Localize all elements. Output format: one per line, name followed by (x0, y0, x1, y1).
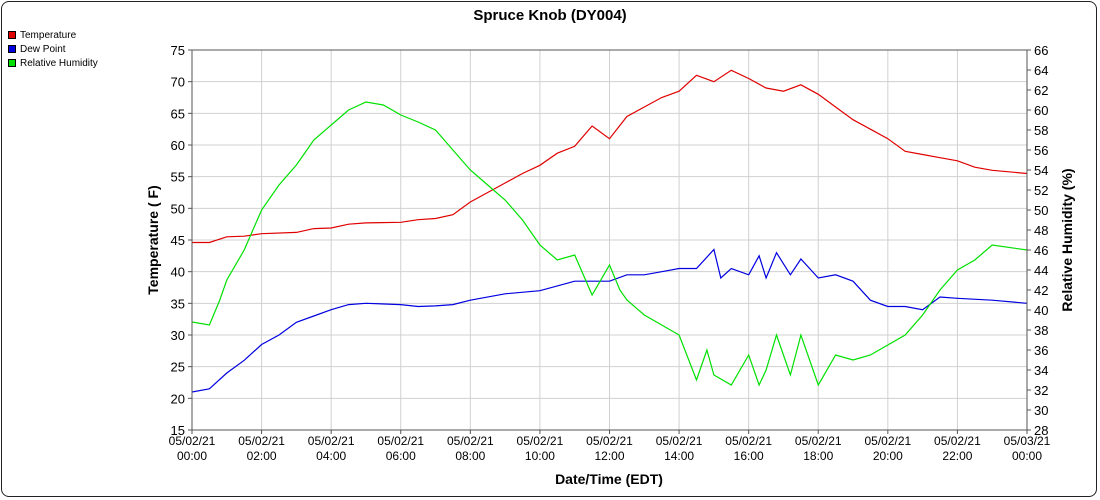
x-tick-date-label: 05/02/21 (377, 434, 424, 448)
legend-label-dew-point: Dew Point (20, 43, 66, 55)
x-tick-date-label: 05/02/21 (169, 434, 216, 448)
y-right-tick-label: 48 (1034, 223, 1048, 238)
y-right-tick-label: 52 (1034, 183, 1048, 198)
y-right-tick-label: 66 (1034, 43, 1048, 58)
y-left-tick-label: 25 (171, 360, 185, 375)
x-tick-date-label: 05/02/21 (238, 434, 285, 448)
y-right-tick-label: 64 (1034, 63, 1048, 78)
legend: Temperature Dew Point Relative Humidity (8, 28, 98, 70)
x-tick-time-label: 14:00 (664, 449, 694, 463)
x-tick-time-label: 18:00 (803, 449, 833, 463)
chart-title: Spruce Knob (DY004) (473, 7, 626, 24)
y-left-tick-label: 50 (171, 201, 185, 216)
x-tick-date-label: 05/02/21 (864, 434, 911, 448)
y-right-tick-label: 38 (1034, 323, 1048, 338)
legend-item-temperature: Temperature (8, 28, 98, 42)
x-axis-ticks: 05/02/2100:0005/02/2102:0005/02/2104:000… (169, 430, 1051, 463)
x-tick-time-label: 02:00 (247, 449, 277, 463)
y-right-tick-label: 32 (1034, 383, 1048, 398)
y-right-tick-label: 56 (1034, 143, 1048, 158)
y-left-tick-label: 55 (171, 170, 185, 185)
y-left-tick-label: 70 (171, 75, 185, 90)
y-left-tick-label: 65 (171, 106, 185, 121)
y-axis-right-ticks: 28 30 32 34 36 38 40 42 44 46 48 50 52 54 56 58 60 62 64 66 (1027, 43, 1048, 438)
x-tick-time-label: 04:00 (316, 449, 346, 463)
y-right-tick-label: 50 (1034, 203, 1048, 218)
y-axis-right-label: Relative Humidity (%) (1059, 168, 1075, 311)
y-left-tick-label: 45 (171, 233, 185, 248)
y-left-tick-label: 15 (171, 423, 185, 438)
y-left-tick-label: 75 (171, 43, 185, 58)
y-left-tick-label: 20 (171, 391, 185, 406)
x-tick-date-label: 05/03/21 (1004, 434, 1051, 448)
y-left-tick-label: 40 (171, 265, 185, 280)
x-tick-date-label: 05/02/21 (447, 434, 494, 448)
x-tick-time-label: 22:00 (942, 449, 972, 463)
x-tick-time-label: 12:00 (594, 449, 624, 463)
legend-label-relative-humidity: Relative Humidity (20, 57, 98, 69)
x-tick-time-label: 20:00 (873, 449, 903, 463)
y-right-tick-label: 42 (1034, 283, 1048, 298)
x-tick-time-label: 06:00 (386, 449, 416, 463)
x-tick-time-label: 16:00 (734, 449, 764, 463)
x-tick-time-label: 08:00 (455, 449, 485, 463)
x-tick-time-label: 10:00 (525, 449, 555, 463)
y-right-tick-label: 30 (1034, 403, 1048, 418)
y-right-tick-label: 34 (1034, 363, 1048, 378)
legend-swatch-temperature (8, 31, 16, 39)
y-right-tick-label: 46 (1034, 243, 1048, 258)
legend-swatch-relative-humidity (8, 59, 16, 67)
x-tick-date-label: 05/02/21 (517, 434, 564, 448)
series-line-relative-humidity (191, 101, 1028, 387)
x-tick-date-label: 05/02/21 (656, 434, 703, 448)
y-left-tick-label: 35 (171, 296, 185, 311)
legend-label-temperature: Temperature (20, 29, 77, 41)
x-tick-time-label: 00:00 (1012, 449, 1042, 463)
y-axis-left-label: Temperature ( F) (145, 185, 161, 294)
x-tick-date-label: 05/02/21 (725, 434, 772, 448)
x-tick-date-label: 05/02/21 (308, 434, 355, 448)
y-right-tick-label: 54 (1034, 163, 1048, 178)
y-right-tick-label: 58 (1034, 123, 1048, 138)
y-right-tick-label: 60 (1034, 103, 1048, 118)
legend-item-relative-humidity: Relative Humidity (8, 56, 98, 70)
legend-swatch-dew-point (8, 45, 16, 53)
legend-item-dew-point: Dew Point (8, 42, 98, 56)
x-tick-time-label: 00:00 (177, 449, 207, 463)
y-axis-left-ticks: 15 20 25 30 35 40 45 50 55 60 65 70 75 (171, 43, 192, 438)
x-tick-date-label: 05/02/21 (795, 434, 842, 448)
y-right-tick-label: 36 (1034, 343, 1048, 358)
x-tick-date-label: 05/02/21 (934, 434, 981, 448)
y-left-tick-label: 30 (171, 328, 185, 343)
y-right-tick-label: 40 (1034, 303, 1048, 318)
y-right-tick-label: 28 (1034, 423, 1048, 438)
y-right-tick-label: 44 (1034, 263, 1048, 278)
y-right-tick-label: 62 (1034, 83, 1048, 98)
x-axis-label: Date/Time (EDT) (555, 471, 663, 487)
grid (191, 49, 1028, 431)
series-layer (191, 69, 1028, 393)
series-line-temperature (192, 69, 1028, 244)
series-line-dew-point (191, 248, 1028, 393)
x-tick-date-label: 05/02/21 (586, 434, 633, 448)
y-left-tick-label: 60 (171, 138, 185, 153)
